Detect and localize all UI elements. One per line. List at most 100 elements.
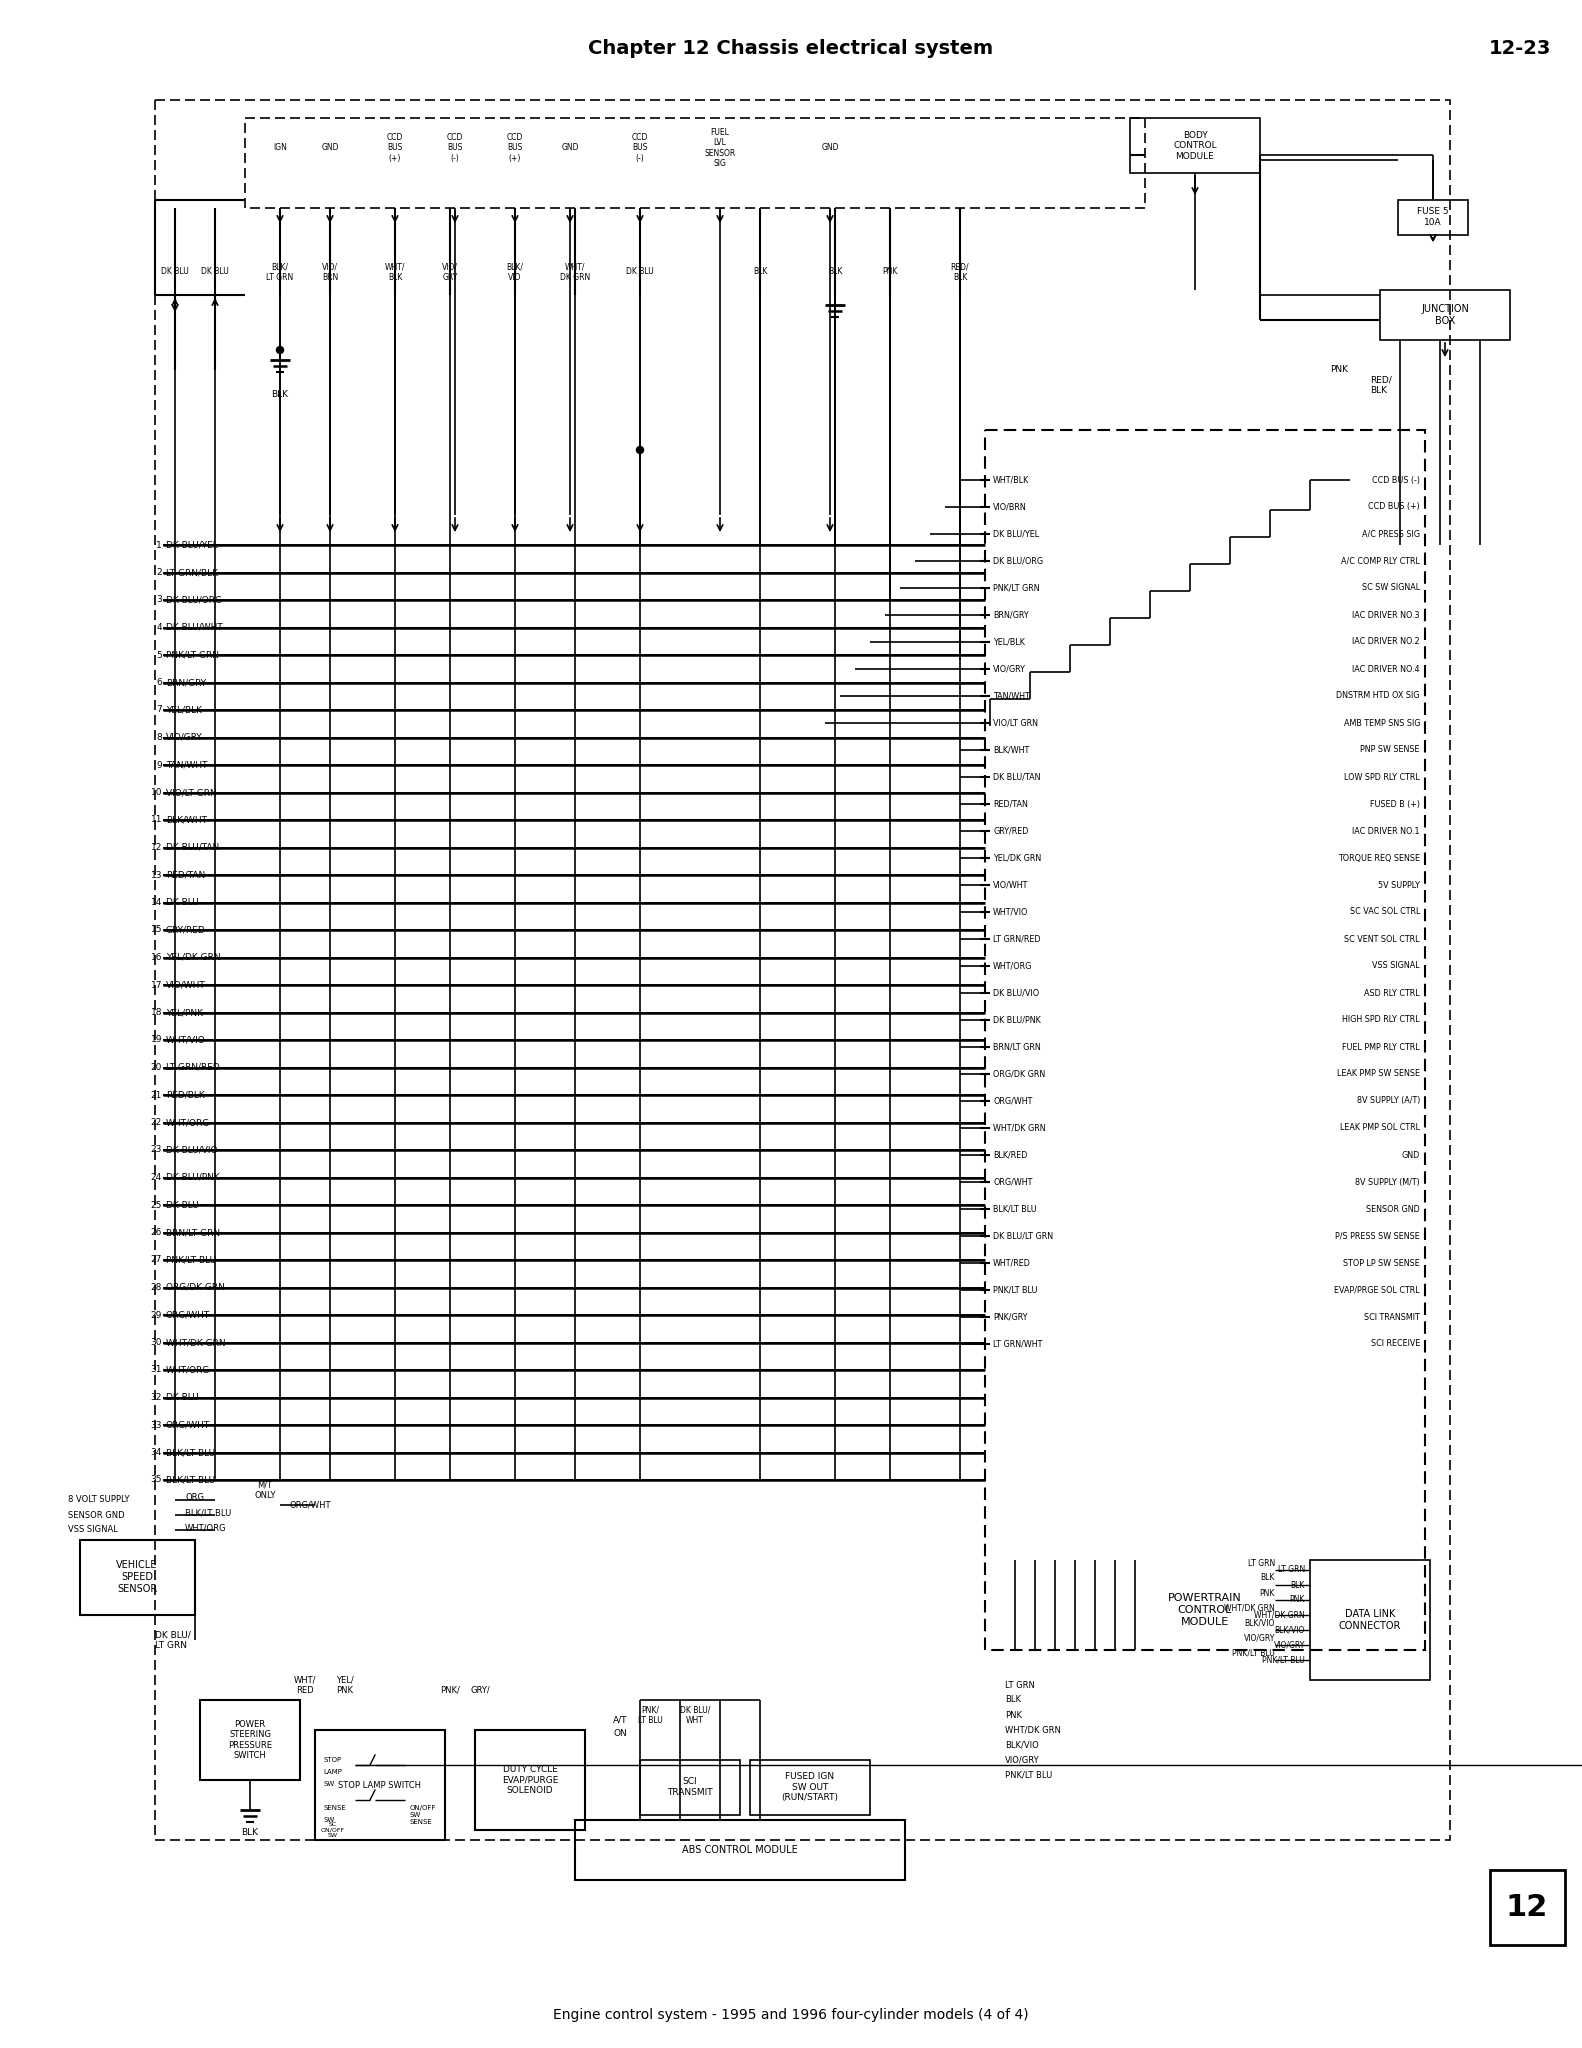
- Text: ORG: ORG: [185, 1493, 204, 1503]
- Text: Chapter 12 Chassis electrical system: Chapter 12 Chassis electrical system: [589, 39, 993, 57]
- Text: 6: 6: [157, 678, 161, 686]
- Text: ON: ON: [614, 1729, 626, 1737]
- Text: IAC DRIVER NO.2: IAC DRIVER NO.2: [1353, 637, 1421, 647]
- Text: PNK: PNK: [1005, 1710, 1022, 1720]
- Text: VIO/BRN: VIO/BRN: [993, 502, 1027, 512]
- Text: BLK/WHT: BLK/WHT: [166, 815, 207, 825]
- Text: STOP LP SW SENSE: STOP LP SW SENSE: [1343, 1260, 1421, 1268]
- Text: 5: 5: [157, 651, 161, 659]
- Text: PNK/LT BLU: PNK/LT BLU: [166, 1255, 217, 1264]
- Text: DK BLU/TAN: DK BLU/TAN: [166, 844, 220, 852]
- Text: STOP: STOP: [323, 1757, 342, 1763]
- Text: DK BLU/VIO: DK BLU/VIO: [166, 1145, 217, 1155]
- Text: VIO/GRY: VIO/GRY: [993, 664, 1025, 674]
- Text: HIGH SPD RLY CTRL: HIGH SPD RLY CTRL: [1343, 1016, 1421, 1024]
- Text: WHT/
BLK: WHT/ BLK: [384, 262, 405, 283]
- Text: SENSOR GND: SENSOR GND: [1367, 1204, 1421, 1214]
- Text: VSS SIGNAL: VSS SIGNAL: [68, 1526, 119, 1534]
- Text: LEAK PMP SOL CTRL: LEAK PMP SOL CTRL: [1340, 1124, 1421, 1133]
- Text: PNK/LT BLU: PNK/LT BLU: [1232, 1649, 1275, 1657]
- Text: 13: 13: [150, 870, 161, 879]
- Text: BLK: BLK: [242, 1829, 258, 1837]
- Text: DUTY CYCLE
EVAP/PURGE
SOLENOID: DUTY CYCLE EVAP/PURGE SOLENOID: [501, 1765, 558, 1794]
- Text: LT GRN: LT GRN: [1278, 1565, 1305, 1575]
- Text: BRN/GRY: BRN/GRY: [166, 678, 206, 686]
- Text: BLK: BLK: [827, 268, 842, 276]
- Text: 17: 17: [150, 981, 161, 989]
- Text: PNK/
LT BLU: PNK/ LT BLU: [638, 1706, 663, 1724]
- Text: CCD
BUS
(+): CCD BUS (+): [388, 133, 403, 164]
- Text: FUEL
LVL
SENSOR
SIG: FUEL LVL SENSOR SIG: [704, 127, 736, 168]
- Text: DK BLU/PNK: DK BLU/PNK: [166, 1174, 220, 1182]
- Text: BLK/VIO: BLK/VIO: [1275, 1626, 1305, 1634]
- Text: PNK/LT BLU: PNK/LT BLU: [1262, 1655, 1305, 1665]
- Text: 12: 12: [150, 844, 161, 852]
- Text: TAN/WHT: TAN/WHT: [166, 760, 207, 770]
- Text: ORG/WHT: ORG/WHT: [166, 1311, 210, 1319]
- Text: 33: 33: [150, 1421, 161, 1430]
- Text: IGN: IGN: [274, 143, 286, 152]
- Text: BLK/LT BLU: BLK/LT BLU: [166, 1448, 215, 1456]
- Text: PNK: PNK: [1259, 1589, 1275, 1597]
- Text: 34: 34: [150, 1448, 161, 1456]
- Text: DK BLU: DK BLU: [166, 1393, 199, 1403]
- Text: 25: 25: [150, 1200, 161, 1210]
- Text: BLK: BLK: [753, 268, 767, 276]
- Text: 8: 8: [157, 733, 161, 741]
- Text: 14: 14: [150, 897, 161, 907]
- Text: 8V SUPPLY (M/T): 8V SUPPLY (M/T): [1356, 1178, 1421, 1186]
- Text: RED/BLK: RED/BLK: [166, 1090, 204, 1100]
- Text: 12-23: 12-23: [1489, 39, 1552, 57]
- Text: ON/OFF
SW
SENSE: ON/OFF SW SENSE: [410, 1804, 437, 1825]
- Text: TAN/WHT: TAN/WHT: [993, 692, 1030, 700]
- Text: LT GRN/WHT: LT GRN/WHT: [993, 1339, 1043, 1348]
- Text: VIO/LT GRN: VIO/LT GRN: [166, 788, 217, 797]
- Text: SC
ON/OFF
SW: SC ON/OFF SW: [321, 1823, 345, 1839]
- Text: WHT/ORG: WHT/ORG: [166, 1118, 210, 1126]
- Text: YEL/DK GRN: YEL/DK GRN: [166, 952, 220, 963]
- Text: RED/TAN: RED/TAN: [166, 870, 206, 879]
- Text: DK BLU/
LT GRN: DK BLU/ LT GRN: [155, 1630, 191, 1651]
- Text: AMB TEMP SNS SIG: AMB TEMP SNS SIG: [1343, 719, 1421, 727]
- Text: SCI RECEIVE: SCI RECEIVE: [1370, 1339, 1421, 1348]
- Text: ORG/WHT: ORG/WHT: [166, 1421, 210, 1430]
- Text: SCI TRANSMIT: SCI TRANSMIT: [1364, 1313, 1421, 1321]
- Text: SENSE: SENSE: [323, 1804, 346, 1810]
- Text: ABS CONTROL MODULE: ABS CONTROL MODULE: [682, 1845, 797, 1855]
- Bar: [155, 100, 1451, 1839]
- Text: 7: 7: [157, 705, 161, 715]
- Text: 24: 24: [150, 1174, 161, 1182]
- Text: 20: 20: [150, 1063, 161, 1071]
- Text: 27: 27: [150, 1255, 161, 1264]
- Text: SC VENT SOL CTRL: SC VENT SOL CTRL: [1345, 934, 1421, 944]
- Bar: [315, 1731, 445, 1839]
- Text: FUSED B (+): FUSED B (+): [1370, 799, 1421, 809]
- Text: PNK: PNK: [1289, 1595, 1305, 1604]
- Text: FUSE 5
10A: FUSE 5 10A: [1417, 207, 1449, 227]
- Text: BODY
CONTROL
MODULE: BODY CONTROL MODULE: [1174, 131, 1217, 162]
- Text: PNK/GRY: PNK/GRY: [993, 1313, 1027, 1321]
- Text: SW: SW: [323, 1782, 334, 1788]
- Bar: [1380, 291, 1509, 340]
- Text: 30: 30: [150, 1337, 161, 1348]
- Text: PNK/LT BLU: PNK/LT BLU: [993, 1286, 1038, 1294]
- Bar: [1130, 119, 1259, 172]
- Text: 3: 3: [157, 596, 161, 604]
- Text: WHT/ORG: WHT/ORG: [166, 1366, 210, 1374]
- Text: 35: 35: [150, 1475, 161, 1485]
- Text: FUEL PMP RLY CTRL: FUEL PMP RLY CTRL: [1343, 1042, 1421, 1051]
- Text: YEL/BLK: YEL/BLK: [166, 705, 202, 715]
- Text: DK BLU/WHT: DK BLU/WHT: [166, 623, 223, 633]
- Text: 1: 1: [157, 541, 161, 549]
- Text: STOP LAMP SWITCH: STOP LAMP SWITCH: [339, 1780, 421, 1790]
- Text: ORG/WHT: ORG/WHT: [993, 1096, 1033, 1106]
- Text: GND: GND: [321, 143, 339, 152]
- Text: 26: 26: [150, 1229, 161, 1237]
- Text: ORG/WHT: ORG/WHT: [993, 1178, 1033, 1186]
- Text: A/C PRESS SIG: A/C PRESS SIG: [1362, 530, 1421, 539]
- Text: GND: GND: [562, 143, 579, 152]
- Text: VIO/WHT: VIO/WHT: [993, 881, 1028, 889]
- Text: 10: 10: [150, 788, 161, 797]
- Text: PNK/LT BLU: PNK/LT BLU: [1005, 1772, 1052, 1780]
- Text: BLK/VIO: BLK/VIO: [1245, 1618, 1275, 1628]
